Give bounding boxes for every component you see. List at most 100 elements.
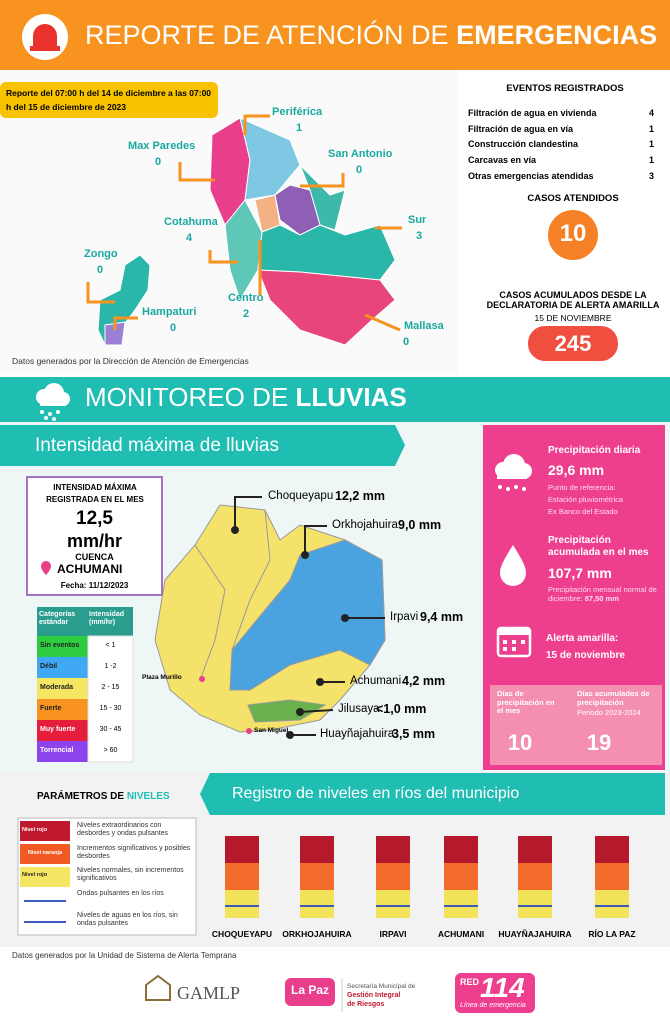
accumulated-title: CASOS ACUMULADOS DESDE LA DECLARATORIA D… xyxy=(486,290,660,311)
cloud-icon xyxy=(495,454,532,491)
alert-date: 15 de noviembre xyxy=(546,650,625,661)
shape xyxy=(512,647,516,651)
siren-icon xyxy=(33,24,57,46)
river-orange xyxy=(300,863,334,890)
rain-subtitle: Intensidad máxima de lluvias xyxy=(35,435,279,456)
event-count: 3 xyxy=(648,170,654,181)
basin-value: 3,5 mm xyxy=(392,727,436,741)
shape xyxy=(56,410,60,414)
category-name: Torrencial xyxy=(40,747,74,754)
rain-banner xyxy=(0,377,670,422)
event-count: 4 xyxy=(648,108,654,118)
river-red xyxy=(376,836,410,863)
cases-title: CASOS ATENDIDOS xyxy=(527,193,619,204)
basin-map xyxy=(154,504,386,733)
district-count: 0 xyxy=(170,322,177,334)
max-basin-label: CUENCA xyxy=(75,552,114,562)
shape xyxy=(503,640,507,644)
district-name: Centro xyxy=(228,292,264,304)
river-yellow xyxy=(225,890,259,918)
category-range: 15 - 30 xyxy=(99,705,122,712)
report-period: Reporte del 07:00 h del 14 de diciembre … xyxy=(6,88,212,112)
plaza-murillo-marker xyxy=(199,676,205,682)
river-yellow xyxy=(300,890,334,918)
category-range: 30 - 45 xyxy=(99,726,122,733)
monthly-value: 107,7 mm xyxy=(548,565,612,581)
district-zongo xyxy=(97,254,151,346)
district-name: Periférica xyxy=(272,106,323,118)
level-text: Niveles normales, sin incrementos signif… xyxy=(77,867,184,883)
event-label: Filtración de agua en vivienda xyxy=(468,108,597,118)
table-header xyxy=(37,607,133,636)
daily-value: 29,6 mm xyxy=(548,462,605,478)
basin-name: Achumani xyxy=(350,675,402,687)
swatch-red xyxy=(20,821,70,841)
header-title-lead: REPORTE DE ATENCIÓN DE xyxy=(85,20,449,50)
level-text: Incrementos significativos y posibles de… xyxy=(77,844,191,860)
shape xyxy=(503,647,507,651)
shape xyxy=(521,640,525,644)
swatch-yellow xyxy=(20,867,70,887)
swatch-orange xyxy=(20,844,70,864)
district-count: 2 xyxy=(243,308,250,320)
shape xyxy=(37,741,88,762)
calendar-icon xyxy=(496,626,532,658)
river-red xyxy=(444,836,478,863)
shape xyxy=(208,250,238,264)
river-yellow xyxy=(595,890,629,918)
level-text: Ondas pulsantes en los ríos xyxy=(77,889,164,897)
red114-logo xyxy=(455,973,535,1013)
cases-value: 10 xyxy=(559,220,587,247)
shape xyxy=(40,410,44,414)
category-range: 2 - 15 xyxy=(101,684,120,691)
shape xyxy=(243,114,270,135)
days-month-label: Días de precipitación en el mes xyxy=(497,689,555,716)
district-count: 1 xyxy=(296,122,303,134)
event-count: 1 xyxy=(648,139,654,150)
district-name: Zongo xyxy=(84,248,118,260)
river-yellow xyxy=(518,890,552,918)
place-san-miguel: San Miguel xyxy=(254,727,289,734)
shape xyxy=(522,487,526,491)
shape xyxy=(299,709,334,713)
table-header-category: Categorías estándar xyxy=(39,611,76,627)
rivers-tab xyxy=(200,773,665,815)
shape xyxy=(301,551,309,559)
shape xyxy=(498,485,502,489)
basin-value: 9,4 mm xyxy=(420,610,464,624)
district-mallasa xyxy=(257,269,396,346)
shape xyxy=(37,657,88,678)
district-name: Cotahuma xyxy=(164,216,218,228)
river-orange xyxy=(518,863,552,890)
river-orange xyxy=(225,863,259,890)
district-count: 0 xyxy=(356,164,363,176)
number-text: 114 xyxy=(480,972,525,1003)
basin-connectors xyxy=(231,496,385,739)
shape xyxy=(44,416,48,420)
days-month-value: 10 xyxy=(507,730,533,755)
levels-title: PARÁMETROS DE NIVELES xyxy=(37,791,170,803)
table-header-intensity: Intensidad (mm/hr) xyxy=(89,611,125,627)
shape xyxy=(145,974,171,1001)
monthly-normal: Precipitación mensual normal de diciembr… xyxy=(548,585,663,603)
rain-title-lead: MONITOREO DE xyxy=(85,382,289,412)
basin-name: Choqueyapu xyxy=(268,490,334,502)
secretaria-text: de Riesgos xyxy=(347,1001,385,1008)
monthly-normal-value: 87,50 mm xyxy=(584,593,619,603)
level-tag: Nivel rojo xyxy=(22,872,48,878)
line-text: Línea de emergencia xyxy=(460,1002,526,1009)
level-text: Niveles de aguas en los ríos, sin ondas … xyxy=(77,912,178,928)
shape xyxy=(514,485,518,489)
river-red xyxy=(300,836,334,863)
header-bar xyxy=(0,0,670,70)
header-title-bold: EMERGENCIAS xyxy=(456,20,658,50)
lapaz-text: La Paz xyxy=(290,983,329,997)
category-name: Fuerte xyxy=(40,705,62,712)
max-basin: ACHUMANI xyxy=(57,562,123,576)
river-name: IRPAVI xyxy=(379,929,407,939)
pin-icon xyxy=(41,561,51,575)
district-name: Mallasa xyxy=(404,320,444,332)
basin-value: 4,2 mm xyxy=(402,674,446,688)
